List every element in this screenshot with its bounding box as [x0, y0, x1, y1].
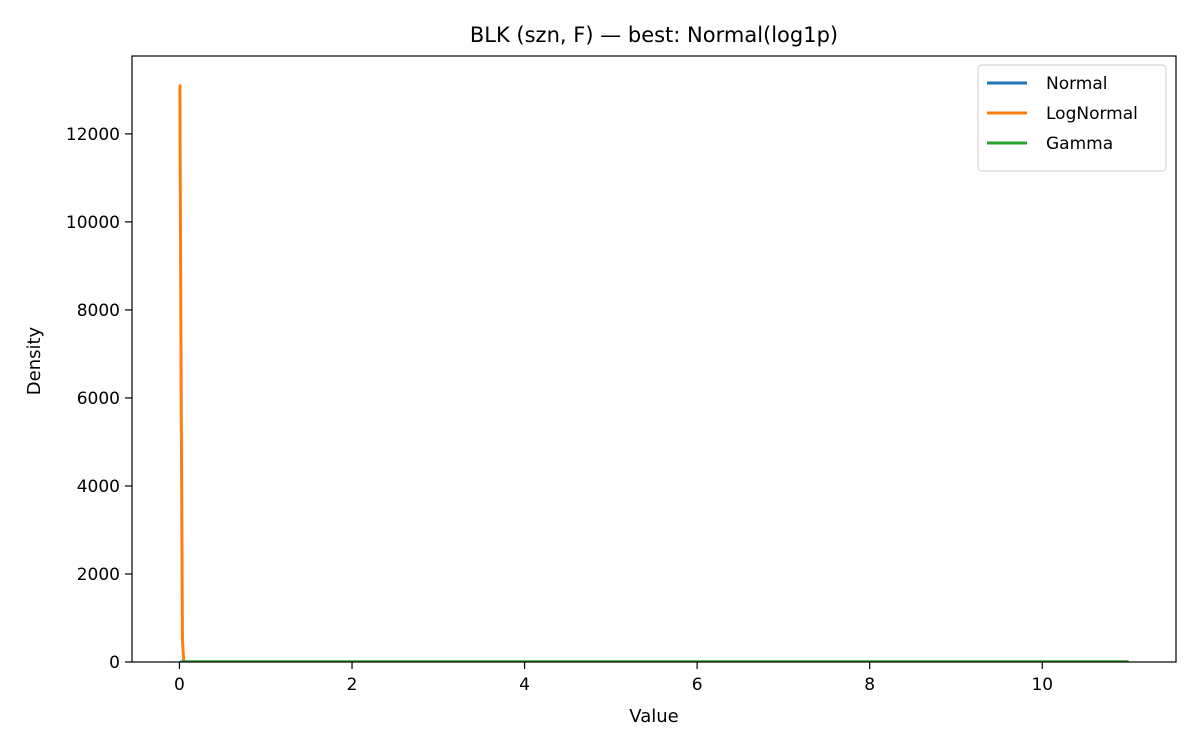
- plot-area: [178, 83, 1129, 662]
- y-tick-label: 12000: [66, 125, 120, 145]
- x-tick-label: 0: [174, 675, 185, 695]
- series-line-lognormal: [178, 83, 1129, 662]
- x-tick-label: 2: [347, 675, 358, 695]
- axes: 0 2 4 6 8 10 0 2000 4000 6000 8000 10000 12000: [66, 55, 1177, 695]
- legend-label: Normal: [1046, 74, 1108, 94]
- legend-label: Gamma: [1046, 134, 1113, 154]
- y-tick-label: 0: [109, 653, 120, 673]
- legend-label: LogNormal: [1046, 104, 1138, 124]
- x-tick-label: 4: [519, 675, 530, 695]
- x-axis-label: Value: [629, 706, 678, 727]
- y-tick-label: 8000: [77, 301, 120, 321]
- chart-title: BLK (szn, F) — best: Normal(log1p): [470, 23, 838, 47]
- x-tick-label: 8: [864, 675, 875, 695]
- y-tick-label: 6000: [77, 389, 120, 409]
- axes-frame: [131, 55, 1177, 663]
- y-axis-label: Density: [24, 326, 45, 395]
- x-tick-label: 10: [1031, 675, 1053, 695]
- x-tick-label: 6: [692, 675, 703, 695]
- legend: Normal LogNormal Gamma: [977, 64, 1167, 172]
- y-tick-label: 4000: [77, 477, 120, 497]
- y-tick-label: 2000: [77, 565, 120, 585]
- y-tick-label: 10000: [66, 213, 120, 233]
